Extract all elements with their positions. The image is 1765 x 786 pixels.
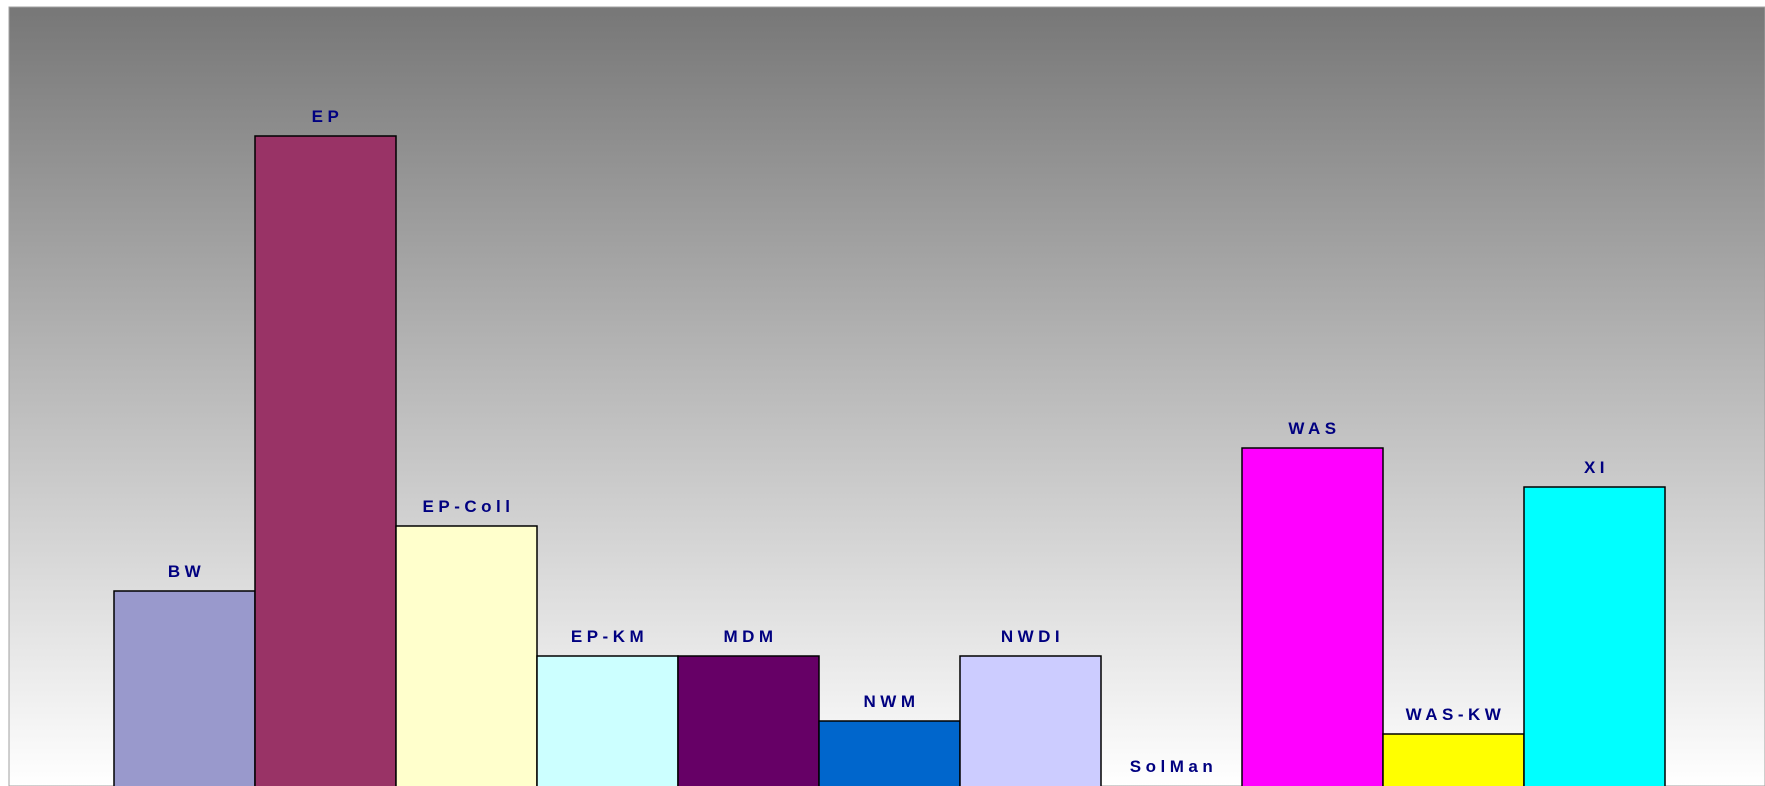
bar-label-mdm: MDM (723, 627, 777, 646)
bar-mdm (677, 655, 820, 786)
bar-nwm (818, 720, 961, 786)
bar-xi (1523, 486, 1666, 786)
bar-label-nwm: NWM (864, 692, 920, 711)
bar-label-solman: SolMan (1130, 757, 1217, 776)
chart-border (8, 6, 1765, 786)
bar-ep-coll (395, 525, 538, 786)
bar-ep-km (536, 655, 679, 786)
bar-label-ep: EP (312, 107, 344, 126)
bar-nwdi (959, 655, 1102, 786)
bar-label-xi: XI (1584, 458, 1609, 477)
bar-was (1241, 447, 1384, 786)
bar-label-nwdi: NWDI (1001, 627, 1064, 646)
bar-bw (113, 590, 256, 786)
bar-label-ep-coll: EP-Coll (423, 497, 515, 516)
bar-ep (254, 135, 397, 786)
bar-label-was: WAS (1288, 419, 1340, 438)
bar-label-was-kw: WAS-KW (1406, 705, 1506, 724)
bar-labels: BW EP EP-Coll EP-KM MDM NWM NWDI SolMan WAS WAS-K… (168, 107, 1609, 776)
bar-label-ep-km: EP-KM (571, 627, 648, 646)
bar-series (113, 135, 1666, 786)
bar-label-bw: BW (168, 562, 205, 581)
bar-was-kw (1382, 733, 1525, 786)
